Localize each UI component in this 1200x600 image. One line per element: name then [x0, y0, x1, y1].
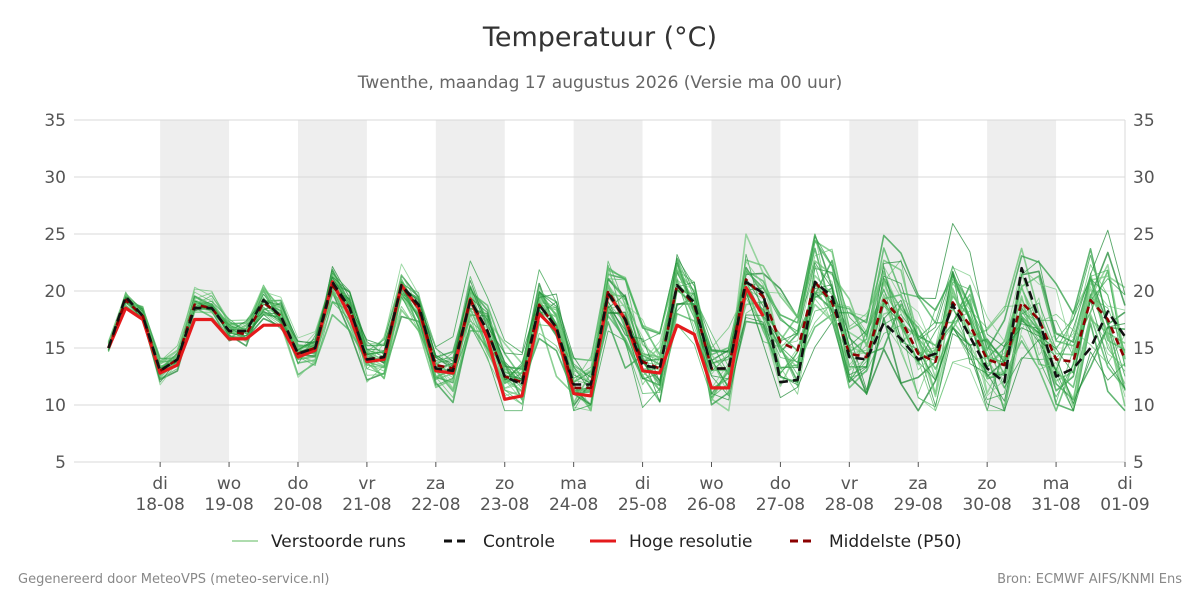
x-tick-date: 22-08	[411, 495, 460, 515]
ensemble-run	[108, 262, 1126, 412]
x-tick-day: ma	[1043, 474, 1070, 494]
legend-label: Verstoorde runs	[271, 532, 406, 552]
x-tick-day: do	[287, 474, 308, 494]
legend-label: Middelste (P50)	[829, 532, 962, 552]
x-tick-day: za	[909, 474, 928, 494]
x-tick-date: 21-08	[342, 495, 391, 515]
x-tick-day: zo	[495, 474, 514, 494]
x-tick-date: 18-08	[135, 495, 184, 515]
y-tick-label: 15	[1133, 339, 1155, 359]
ensemble-run	[108, 261, 1126, 397]
x-tick-date: 30-08	[962, 495, 1011, 515]
ensemble-run	[108, 278, 1126, 408]
x-tick-day: di	[152, 474, 168, 494]
y-tick-label: 10	[44, 396, 66, 416]
x-tick-date: 29-08	[894, 495, 943, 515]
series-line-hoge-resolutie	[107, 280, 765, 401]
y-tick-label: 10	[1133, 396, 1155, 416]
x-tick-day: vr	[358, 474, 375, 494]
y-tick-label: 5	[55, 453, 66, 473]
x-tick-day: za	[426, 474, 445, 494]
ensemble-run	[107, 234, 1126, 412]
x-tick-day: wo	[699, 474, 723, 494]
x-tick-day: zo	[977, 474, 996, 494]
y-tick-label: 30	[44, 168, 66, 188]
ensemble-run	[108, 263, 1126, 412]
legend: Verstoorde runs Controle Hoge resolutie Mid…	[232, 532, 962, 552]
y-axis-right: 5 10 15 20 25 30 35	[1133, 111, 1155, 473]
x-tick-date: 31-08	[1031, 495, 1080, 515]
y-tick-label: 20	[1133, 282, 1155, 302]
legend-label: Hoge resolutie	[629, 532, 753, 552]
x-tick-date: 19-08	[204, 495, 253, 515]
x-tick-day: do	[770, 474, 791, 494]
x-tick-date: 25-08	[618, 495, 667, 515]
x-tick-date: 27-08	[756, 495, 805, 515]
x-tick-date: 26-08	[687, 495, 736, 515]
x-tick-day: di	[1117, 474, 1133, 494]
ensemble-run	[108, 253, 1126, 412]
y-tick-label: 20	[44, 282, 66, 302]
x-tick-date: 01-09	[1100, 495, 1149, 515]
x-axis: di18-08wo19-08do20-08vr21-08za22-08zo23-…	[135, 462, 1150, 515]
chart-subtitle: Twenthe, maandag 17 augustus 2026 (Versi…	[357, 73, 843, 93]
legend-label: Controle	[483, 532, 555, 552]
y-tick-label: 25	[1133, 225, 1155, 245]
y-tick-label: 15	[44, 339, 66, 359]
y-tick-label: 30	[1133, 168, 1155, 188]
x-tick-date: 20-08	[273, 495, 322, 515]
x-tick-day: di	[635, 474, 651, 494]
y-tick-label: 35	[44, 111, 66, 131]
y-axis-left: 5 10 15 20 25 30 35	[44, 111, 66, 473]
y-tick-label: 35	[1133, 111, 1155, 131]
x-tick-date: 24-08	[549, 495, 598, 515]
x-tick-date: 28-08	[825, 495, 874, 515]
main-series	[107, 266, 1127, 401]
series-line-controle	[107, 266, 1127, 386]
chart-title: Temperatuur (°C)	[482, 22, 718, 53]
x-tick-day: wo	[217, 474, 241, 494]
x-tick-day: ma	[560, 474, 587, 494]
footer-source: Bron: ECMWF AIFS/KNMI Ens	[997, 572, 1182, 587]
x-tick-day: vr	[841, 474, 858, 494]
y-tick-label: 25	[44, 225, 66, 245]
footer-generator: Gegenereerd door MeteoVPS (meteo-service…	[18, 572, 330, 587]
y-tick-label: 5	[1133, 453, 1144, 473]
x-tick-date: 23-08	[480, 495, 529, 515]
